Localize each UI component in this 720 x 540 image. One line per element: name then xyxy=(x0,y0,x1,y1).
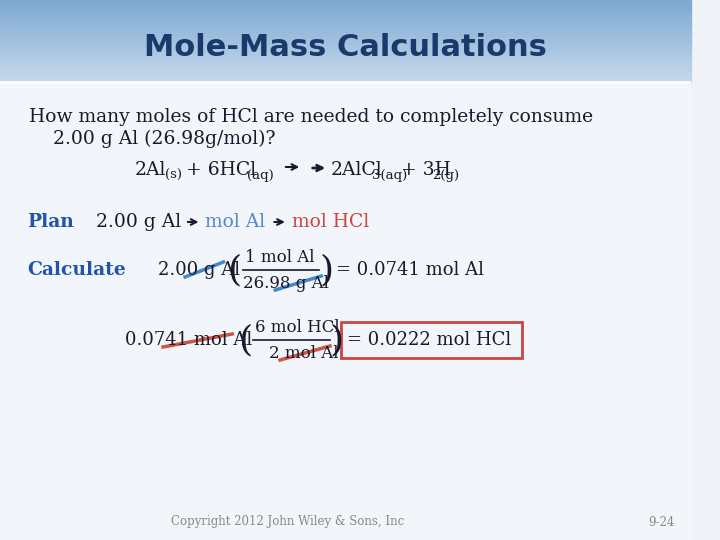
Text: (: ( xyxy=(238,323,252,357)
Bar xyxy=(0,63,690,64)
Bar xyxy=(0,38,690,39)
Bar xyxy=(0,26,690,28)
Bar xyxy=(0,71,690,72)
Bar xyxy=(0,31,690,33)
Text: 2.00 g Al: 2.00 g Al xyxy=(96,213,181,231)
Bar xyxy=(0,42,690,44)
Bar xyxy=(0,52,690,53)
Text: 2 mol Al: 2 mol Al xyxy=(269,346,338,362)
Bar xyxy=(0,74,690,75)
Bar xyxy=(0,49,690,51)
Text: + 3H: + 3H xyxy=(401,161,451,179)
Bar xyxy=(0,0,690,2)
Bar xyxy=(0,67,690,69)
Text: 26.98 g Al: 26.98 g Al xyxy=(243,275,328,293)
Bar xyxy=(0,10,690,11)
Bar xyxy=(0,59,690,60)
Bar xyxy=(0,60,690,62)
Bar xyxy=(0,65,690,67)
Bar xyxy=(0,5,690,7)
Bar xyxy=(0,39,690,41)
Bar xyxy=(0,37,690,38)
Text: 3(aq): 3(aq) xyxy=(372,168,408,181)
Bar xyxy=(0,79,690,80)
Bar xyxy=(0,48,690,49)
Text: 1 mol Al: 1 mol Al xyxy=(245,248,314,266)
Text: = 0.0222 mol HCl: = 0.0222 mol HCl xyxy=(347,331,511,349)
Bar xyxy=(0,46,690,48)
Bar xyxy=(0,53,690,55)
Bar xyxy=(0,2,690,3)
Bar xyxy=(0,25,690,26)
Text: Copyright 2012 John Wiley & Sons, Inc: Copyright 2012 John Wiley & Sons, Inc xyxy=(171,516,405,529)
Bar xyxy=(0,7,690,8)
Bar xyxy=(0,28,690,29)
Text: mol Al: mol Al xyxy=(205,213,266,231)
Bar xyxy=(0,41,690,42)
Bar xyxy=(0,56,690,57)
Bar xyxy=(0,4,690,5)
Bar xyxy=(0,16,690,18)
Bar xyxy=(0,75,690,77)
FancyBboxPatch shape xyxy=(341,322,522,358)
Bar xyxy=(0,12,690,14)
Bar xyxy=(0,15,690,16)
Bar xyxy=(0,22,690,23)
Bar xyxy=(0,69,690,70)
Bar xyxy=(0,18,690,19)
Text: = 0.0741 mol Al: = 0.0741 mol Al xyxy=(336,261,484,279)
Text: mol HCl: mol HCl xyxy=(292,213,369,231)
Bar xyxy=(0,78,690,79)
Bar xyxy=(0,23,690,25)
Bar xyxy=(0,8,690,10)
Bar xyxy=(0,44,690,45)
Text: 2AlCl: 2AlCl xyxy=(331,161,382,179)
Bar xyxy=(0,72,690,74)
Text: 0.0741 mol Al: 0.0741 mol Al xyxy=(125,331,252,349)
Bar xyxy=(0,62,690,63)
Bar xyxy=(0,11,690,12)
Bar xyxy=(0,64,690,65)
Bar xyxy=(0,70,690,71)
Text: + 6HCl: + 6HCl xyxy=(186,161,256,179)
Text: 2(g): 2(g) xyxy=(433,168,460,181)
Bar xyxy=(0,34,690,36)
Text: ): ) xyxy=(330,323,344,357)
Text: ): ) xyxy=(320,253,333,287)
Text: Plan: Plan xyxy=(27,213,73,231)
Bar xyxy=(0,80,690,82)
Text: (aq): (aq) xyxy=(248,168,274,181)
Bar xyxy=(0,77,690,78)
Bar xyxy=(0,82,690,540)
Bar xyxy=(0,51,690,52)
Bar xyxy=(0,3,690,4)
Text: 2Al: 2Al xyxy=(135,161,166,179)
Bar xyxy=(0,36,690,37)
Text: 2.00 g Al: 2.00 g Al xyxy=(158,261,240,279)
Bar xyxy=(0,30,690,31)
Text: 6 mol HCl: 6 mol HCl xyxy=(255,319,340,335)
Text: How many moles of HCl are needed to completely consume: How many moles of HCl are needed to comp… xyxy=(29,108,593,126)
Text: Calculate: Calculate xyxy=(27,261,125,279)
Bar xyxy=(0,57,690,59)
Text: Mole-Mass Calculations: Mole-Mass Calculations xyxy=(144,33,546,63)
Bar xyxy=(0,29,690,30)
Text: 9-24: 9-24 xyxy=(649,516,675,529)
Bar xyxy=(0,19,690,21)
Bar xyxy=(0,45,690,46)
Text: (: ( xyxy=(228,253,241,287)
Text: 2.00 g Al (26.98g/mol)?: 2.00 g Al (26.98g/mol)? xyxy=(53,130,275,148)
Bar xyxy=(0,14,690,15)
Bar xyxy=(0,55,690,56)
Bar xyxy=(0,33,690,34)
Text: (s): (s) xyxy=(165,168,182,181)
Bar xyxy=(0,21,690,22)
